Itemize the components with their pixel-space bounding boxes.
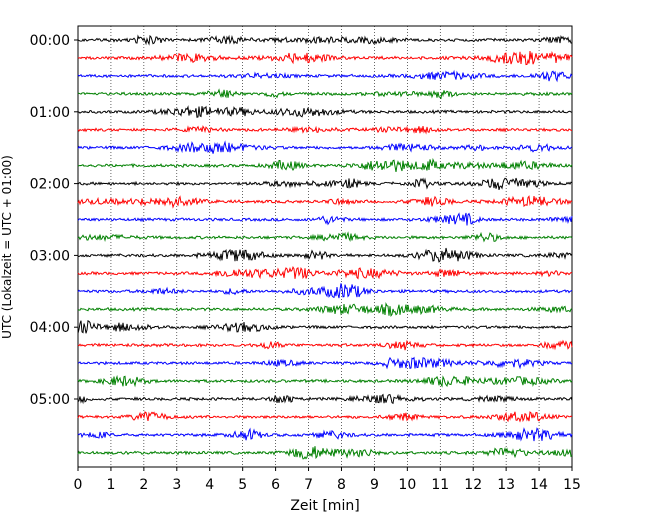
trace-row-0515 (77, 411, 573, 423)
x-gridlines (110, 26, 540, 467)
y-axis-ticks: 00:00 01:00 02:00 03:00 04:00 05:00 (30, 33, 78, 408)
trace-row-0400 (77, 320, 573, 334)
x-tick-label: 9 (370, 477, 379, 493)
trace-row-0115 (77, 125, 573, 135)
trace-row-0530 (77, 427, 573, 442)
x-tick-label: 8 (337, 477, 346, 493)
x-tick-label: 3 (172, 477, 181, 493)
y-tick-label: 05:00 (30, 392, 70, 408)
y-tick-label: 00:00 (30, 33, 70, 49)
x-tick-label: 5 (238, 477, 247, 493)
trace-row-0200 (77, 177, 573, 191)
x-tick-label: 10 (398, 477, 416, 493)
x-tick-label: 15 (563, 477, 581, 493)
trace-row-0030 (77, 69, 573, 83)
trace-row-0245 (77, 231, 573, 243)
seismic-traces (77, 34, 573, 460)
trace-row-0430 (77, 356, 573, 370)
x-tick-label: 12 (464, 477, 482, 493)
x-tick-label: 11 (431, 477, 449, 493)
x-tick-label: 0 (74, 477, 83, 493)
plot-frame (77, 25, 573, 468)
trace-row-0315 (77, 265, 573, 280)
trace-row-0545 (77, 446, 573, 460)
trace-row-0415 (77, 339, 573, 351)
trace-row-0345 (77, 301, 573, 318)
trace-row-0500 (77, 393, 573, 405)
trace-row-0445 (77, 374, 573, 388)
trace-row-0015 (77, 50, 573, 66)
x-tick-label: 1 (106, 477, 115, 493)
y-tick-label: 02:00 (30, 177, 70, 193)
trace-row-0130 (77, 140, 573, 154)
trace-row-0100 (77, 105, 573, 118)
x-tick-label: 4 (205, 477, 214, 493)
y-axis-label: UTC (Lokalzeit = UTC + 01:00) (0, 155, 14, 339)
trace-row-0330 (77, 283, 573, 299)
trace-row-0300 (77, 247, 573, 263)
x-tick-label: 7 (304, 477, 313, 493)
trace-row-0045 (77, 88, 573, 100)
x-tick-label: 13 (497, 477, 515, 493)
trace-row-0000 (77, 34, 573, 46)
y-tick-label: 01:00 (30, 105, 70, 121)
x-tick-label: 14 (530, 477, 548, 493)
x-tick-label: 6 (271, 477, 280, 493)
x-axis-label: Zeit [min] (290, 498, 359, 514)
y-tick-label: 04:00 (30, 320, 70, 336)
x-tick-label: 2 (139, 477, 148, 493)
y-tick-label: 03:00 (30, 248, 70, 264)
trace-row-0145 (77, 157, 573, 172)
trace-row-0215 (77, 195, 573, 209)
trace-row-0230 (77, 212, 573, 226)
x-axis-ticks: 0 1 2 3 4 5 6 7 8 9 10 11 12 13 14 15 (74, 467, 581, 493)
